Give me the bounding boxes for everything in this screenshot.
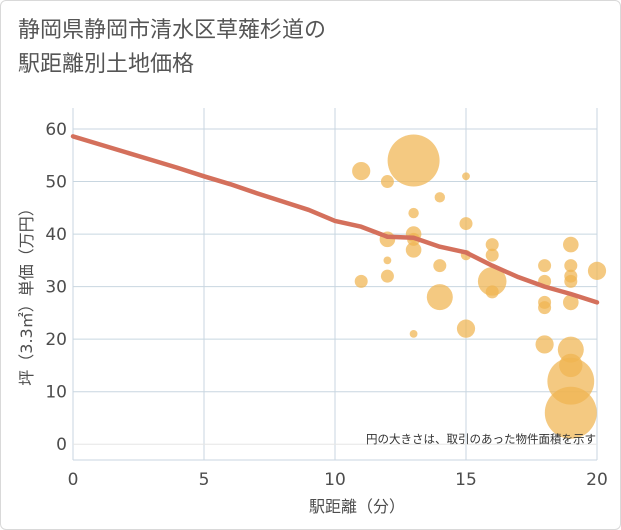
x-axis-ticks: 0 5 10 15 20 <box>68 470 608 490</box>
chart-title-line-1: 静岡県静岡市清水区草薙杉道の <box>18 18 327 43</box>
bubble-0 <box>352 161 371 181</box>
bubble-2 <box>380 175 394 189</box>
x-axis-label: 駅距離（分） <box>309 497 405 516</box>
trend-line <box>70 134 600 305</box>
bubble-1 <box>354 274 368 288</box>
x-tick-label-20: 20 <box>586 470 608 490</box>
bubble-36 <box>544 386 597 439</box>
y-tick-label-0: 0 <box>56 435 67 455</box>
bubble-26 <box>538 301 552 315</box>
bubble-16 <box>459 217 473 231</box>
y-axis-ticks: 0 10 20 30 40 50 60 <box>45 120 67 455</box>
chart-title: 静岡県静岡市清水区草薙杉道の 駅距離別土地価格 <box>18 14 608 82</box>
bubble-21 <box>477 267 507 296</box>
bubble-12 <box>434 192 445 203</box>
bubble-32 <box>563 294 579 311</box>
bubble-31 <box>564 274 578 288</box>
bubble-18 <box>456 319 476 338</box>
x-tick-label-0: 0 <box>68 470 79 490</box>
bubble-7 <box>408 207 419 219</box>
chart-title-line-2: 駅距離別土地価格 <box>18 52 195 77</box>
bubble-20 <box>485 248 499 262</box>
bubble-11 <box>409 330 418 338</box>
bubble-13 <box>433 259 447 273</box>
bubble-37 <box>587 261 607 280</box>
bubble-4 <box>383 256 392 265</box>
grid-lines <box>72 108 598 461</box>
size-legend-note: 円の大きさは、取引のあった物件面積を示す <box>366 432 596 446</box>
bubble-19 <box>485 238 499 252</box>
bubble-23 <box>538 259 552 273</box>
bubble-15 <box>462 172 470 181</box>
y-tick-label-60: 60 <box>45 120 67 140</box>
bubble-5 <box>380 269 394 283</box>
bubble-27 <box>535 335 554 354</box>
y-axis-label: 坪（3.3㎡）単価（万円） <box>17 200 36 385</box>
x-tick-label-10: 10 <box>324 470 346 490</box>
bubble-22 <box>485 285 499 299</box>
bubble-14 <box>426 284 453 311</box>
trend-line-group <box>70 134 600 305</box>
y-tick-label-20: 20 <box>45 330 67 350</box>
bubble-28 <box>563 236 579 253</box>
x-tick-label-15: 15 <box>455 470 477 490</box>
bubble-29 <box>564 259 578 273</box>
y-tick-label-10: 10 <box>45 383 67 403</box>
y-tick-label-30: 30 <box>45 278 67 298</box>
bubble-6 <box>387 134 440 187</box>
y-tick-label-50: 50 <box>45 173 67 193</box>
x-tick-label-5: 5 <box>199 470 210 490</box>
bubble-10 <box>405 242 422 258</box>
y-tick-label-40: 40 <box>45 225 67 245</box>
